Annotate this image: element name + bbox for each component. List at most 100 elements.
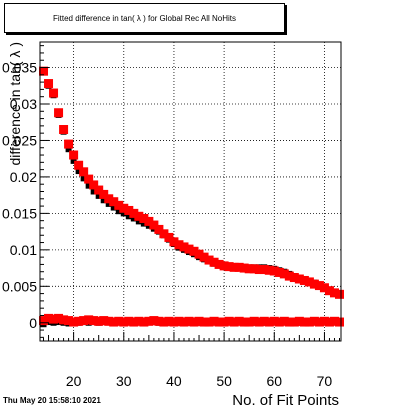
data-point xyxy=(314,281,324,291)
data-point xyxy=(284,271,294,281)
data-point xyxy=(104,194,114,204)
data-point xyxy=(134,211,144,221)
data-point xyxy=(264,265,274,275)
data-point xyxy=(289,317,299,327)
x-tick-label: 20 xyxy=(66,373,82,389)
y-tick-label: 0.015 xyxy=(2,205,37,221)
data-point xyxy=(90,188,97,195)
data-point xyxy=(134,316,144,326)
data-point xyxy=(274,267,284,277)
data-point xyxy=(229,317,239,327)
y-tick-label: 0.035 xyxy=(2,60,37,76)
data-point xyxy=(64,139,74,149)
data-point xyxy=(149,220,159,230)
data-point xyxy=(65,146,72,153)
data-point xyxy=(84,174,94,184)
data-point xyxy=(269,266,279,276)
data-point xyxy=(319,283,329,293)
data-point xyxy=(39,316,49,326)
data-point xyxy=(109,197,119,207)
y-tick-label: 0.03 xyxy=(10,96,37,112)
data-point xyxy=(144,216,154,226)
data-point xyxy=(164,232,174,242)
data-point xyxy=(314,317,324,327)
axis-ticks xyxy=(40,45,340,341)
data-point xyxy=(184,244,194,254)
data-point xyxy=(74,316,84,326)
data-point xyxy=(209,257,219,267)
data-point xyxy=(174,316,184,326)
data-point xyxy=(119,203,129,213)
data-point xyxy=(125,213,132,220)
data-point xyxy=(114,316,124,326)
data-point xyxy=(70,157,77,164)
data-point xyxy=(119,317,129,327)
data-point xyxy=(229,262,239,272)
x-tick-label: 40 xyxy=(166,373,182,389)
data-point xyxy=(214,259,224,269)
data-point xyxy=(199,317,209,327)
data-point xyxy=(219,261,229,271)
data-point xyxy=(249,264,259,274)
data-point xyxy=(294,316,304,326)
data-point xyxy=(279,316,289,326)
data-point xyxy=(269,316,279,326)
data-point xyxy=(105,200,112,207)
data-point xyxy=(74,160,84,170)
data-point xyxy=(284,317,294,327)
data-point xyxy=(309,316,319,326)
x-tick-label: 70 xyxy=(317,373,333,389)
data-point xyxy=(259,316,269,326)
data-point xyxy=(149,316,159,326)
data-point xyxy=(294,274,304,284)
data-point xyxy=(194,316,204,326)
data-point xyxy=(244,264,254,274)
data-point xyxy=(334,289,344,299)
data-point xyxy=(154,316,164,326)
data-point xyxy=(234,316,244,326)
data-point xyxy=(139,213,149,223)
data-point xyxy=(100,197,107,204)
data-point xyxy=(139,317,149,327)
chart-title: Fitted difference in tan( λ ) for Global… xyxy=(52,13,237,23)
data-point xyxy=(324,286,334,296)
data-point xyxy=(224,316,234,326)
y-tick-label: 0.01 xyxy=(10,242,37,258)
data-point xyxy=(204,255,214,265)
data-point xyxy=(44,313,54,323)
data-point xyxy=(89,316,99,326)
data-point xyxy=(299,317,309,327)
data-point xyxy=(239,317,249,327)
data-point xyxy=(110,204,117,211)
data-point xyxy=(80,175,87,182)
data-point xyxy=(99,189,109,199)
data-point xyxy=(130,215,137,222)
data-point xyxy=(334,317,344,327)
data-point xyxy=(164,316,174,326)
data-point xyxy=(244,317,254,327)
y-tick-label: 0.005 xyxy=(2,278,37,294)
data-point xyxy=(214,317,224,327)
data-point xyxy=(304,317,314,327)
data-point xyxy=(44,79,54,89)
data-point xyxy=(169,237,179,247)
data-point xyxy=(54,313,64,323)
x-tick-label: 60 xyxy=(266,373,282,389)
chart-title-box: Fitted difference in tan( λ ) for Global… xyxy=(4,3,285,33)
data-point xyxy=(129,208,139,218)
data-point xyxy=(69,317,79,327)
data-point xyxy=(209,316,219,326)
data-point xyxy=(159,317,169,327)
x-axis-title: No. of Fit Points xyxy=(232,392,339,409)
data-point xyxy=(189,246,199,256)
data-point xyxy=(319,316,329,326)
data-point xyxy=(274,317,284,327)
data-point xyxy=(115,208,122,215)
data-point xyxy=(114,200,124,210)
data-point xyxy=(75,168,82,175)
data-point xyxy=(154,224,164,234)
data-point xyxy=(94,316,104,326)
data-point xyxy=(199,252,209,262)
data-point xyxy=(94,185,104,195)
